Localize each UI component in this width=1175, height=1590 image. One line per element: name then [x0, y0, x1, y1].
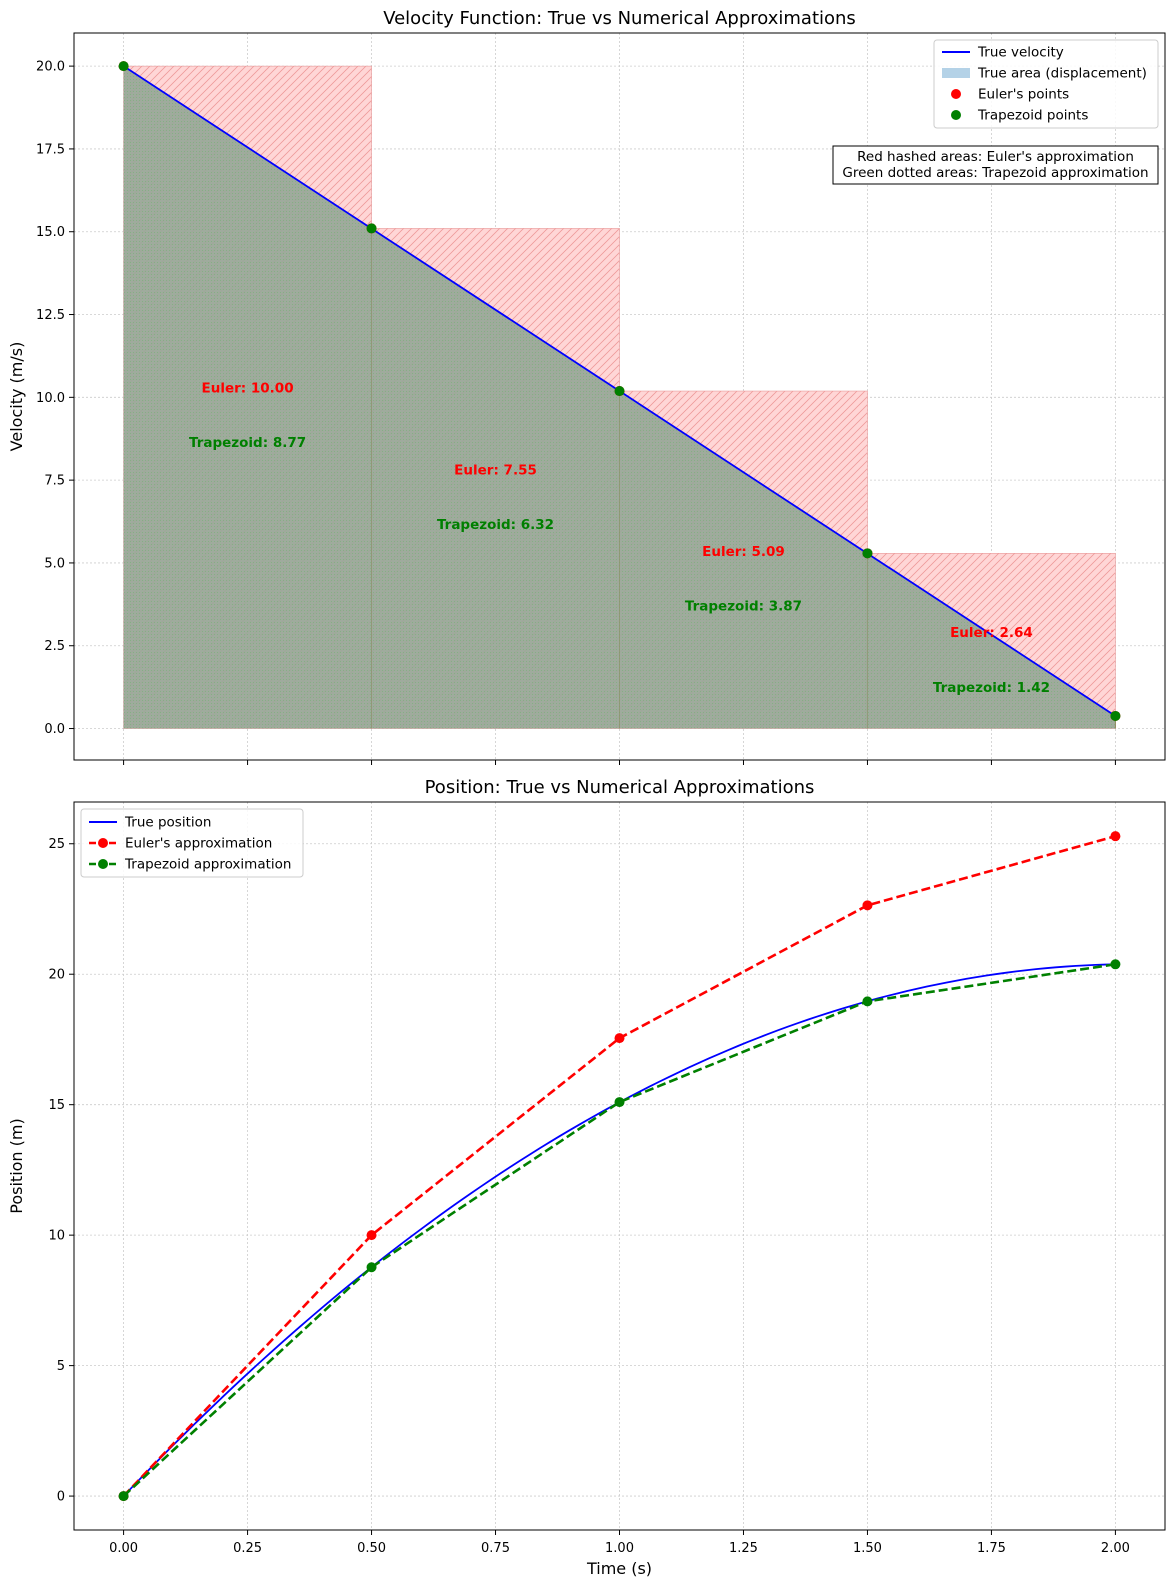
trapezoid-point — [862, 548, 873, 559]
euler-position-point — [1110, 831, 1121, 842]
legend: True position Euler's approximation Trapez… — [80, 808, 304, 878]
y-tick-label: 7.5 — [44, 474, 65, 489]
y-tick-label: 17.5 — [36, 142, 65, 157]
note-frame — [832, 145, 1159, 185]
area-annotation: Trapezoid: 6.32 — [437, 517, 554, 533]
euler-position-point — [614, 1033, 625, 1044]
x-tick-label: 1.25 — [729, 1541, 758, 1556]
area-annotation: Euler: 7.55 — [454, 463, 537, 479]
legend-swatch-patch — [942, 68, 970, 78]
legend-swatch-marker — [98, 859, 108, 869]
note-line: Green dotted areas: Trapezoid approximat… — [842, 165, 1148, 181]
legend: True velocity True area (displacement) Eul… — [933, 39, 1159, 129]
velocity-panel: Velocity Function: True vs Numerical App… — [7, 8, 1166, 765]
x-tick-label: 0.50 — [357, 1541, 386, 1556]
y-tick-label: 5.0 — [44, 556, 65, 571]
y-tick-label: 10.0 — [36, 391, 65, 406]
area-annotation: Trapezoid: 3.87 — [685, 599, 802, 615]
trapezoid-point — [366, 223, 377, 234]
position-panel: Position: True vs Numerical Approximatio… — [7, 777, 1166, 1578]
area-annotation: Euler: 5.09 — [702, 544, 785, 560]
legend-label: Trapezoid approximation — [124, 857, 291, 873]
trapezoid-position-point — [366, 1262, 377, 1273]
x-tick-label: 1.00 — [605, 1541, 634, 1556]
trapezoid-position-point — [614, 1097, 625, 1108]
y-axis-label: Position (m) — [7, 1118, 26, 1213]
area-annotation: Euler: 10.00 — [202, 380, 294, 396]
y-tick-label: 10 — [48, 1229, 65, 1244]
y-tick-label: 20.0 — [36, 60, 65, 75]
note-line: Red hashed areas: Euler's approximation — [857, 149, 1134, 165]
y-tick-label: 2.5 — [44, 639, 65, 654]
trapezoid-dots — [371, 228, 620, 729]
legend-box — [80, 808, 304, 878]
x-tick-label: 2.00 — [1101, 1541, 1130, 1556]
x-tick-label: 1.50 — [853, 1541, 882, 1556]
trapezoid-dots — [619, 391, 868, 729]
legend-label: True position — [124, 815, 211, 831]
legend-swatch-marker — [951, 89, 961, 99]
x-tick-label: 1.75 — [977, 1541, 1006, 1556]
legend-box — [933, 39, 1159, 129]
trapezoid-point — [1110, 710, 1121, 721]
trapezoid-position-point — [118, 1491, 129, 1502]
trapezoid-position-point — [862, 996, 873, 1007]
y-tick-label: 15.0 — [36, 225, 65, 240]
legend-label: Trapezoid points — [977, 108, 1088, 124]
chart-title: Position: True vs Numerical Approximatio… — [425, 777, 815, 798]
y-tick-label: 0 — [57, 1490, 65, 1505]
trapezoid-position-line — [122, 963, 1116, 1498]
area-annotation: Euler: 2.64 — [950, 625, 1033, 641]
legend-swatch-marker — [98, 838, 108, 848]
plot-frame — [73, 32, 1166, 761]
legend-label: Euler's approximation — [125, 836, 272, 852]
note-box: Red hashed areas: Euler's approximationG… — [832, 145, 1159, 185]
gridlines — [74, 802, 1165, 1530]
trapezoid-dots — [123, 66, 372, 729]
y-tick-label: 15 — [48, 1098, 65, 1113]
euler-position-point — [862, 900, 873, 911]
plot-frame — [73, 801, 1166, 1531]
x-tick-label: 0.25 — [233, 1541, 262, 1556]
x-tick-label: 0.75 — [481, 1541, 510, 1556]
trapezoid-point — [614, 386, 625, 397]
trapezoid-position-point — [1110, 959, 1121, 970]
y-tick-label: 20 — [48, 968, 65, 983]
y-tick-label: 5 — [57, 1359, 65, 1374]
legend-label: True velocity — [977, 45, 1064, 61]
y-tick-label: 25 — [48, 837, 65, 852]
x-axis-label: Time (s) — [586, 1559, 652, 1578]
area-annotation: Trapezoid: 8.77 — [189, 435, 306, 451]
area-annotation: Trapezoid: 1.42 — [933, 680, 1050, 696]
legend-swatch-marker — [951, 110, 961, 120]
y-tick-label: 0.0 — [44, 722, 65, 737]
trapezoid-point — [118, 61, 129, 72]
chart-title: Velocity Function: True vs Numerical App… — [383, 8, 856, 29]
legend-label: Euler's points — [978, 87, 1069, 103]
euler-position-point — [366, 1230, 377, 1241]
trapezoid-dots — [867, 553, 1116, 729]
legend-label: True area (displacement) — [977, 66, 1147, 82]
x-tick-label: 0.00 — [109, 1541, 138, 1556]
y-tick-label: 12.5 — [36, 308, 65, 323]
y-axis-label: Velocity (m/s) — [7, 342, 26, 452]
